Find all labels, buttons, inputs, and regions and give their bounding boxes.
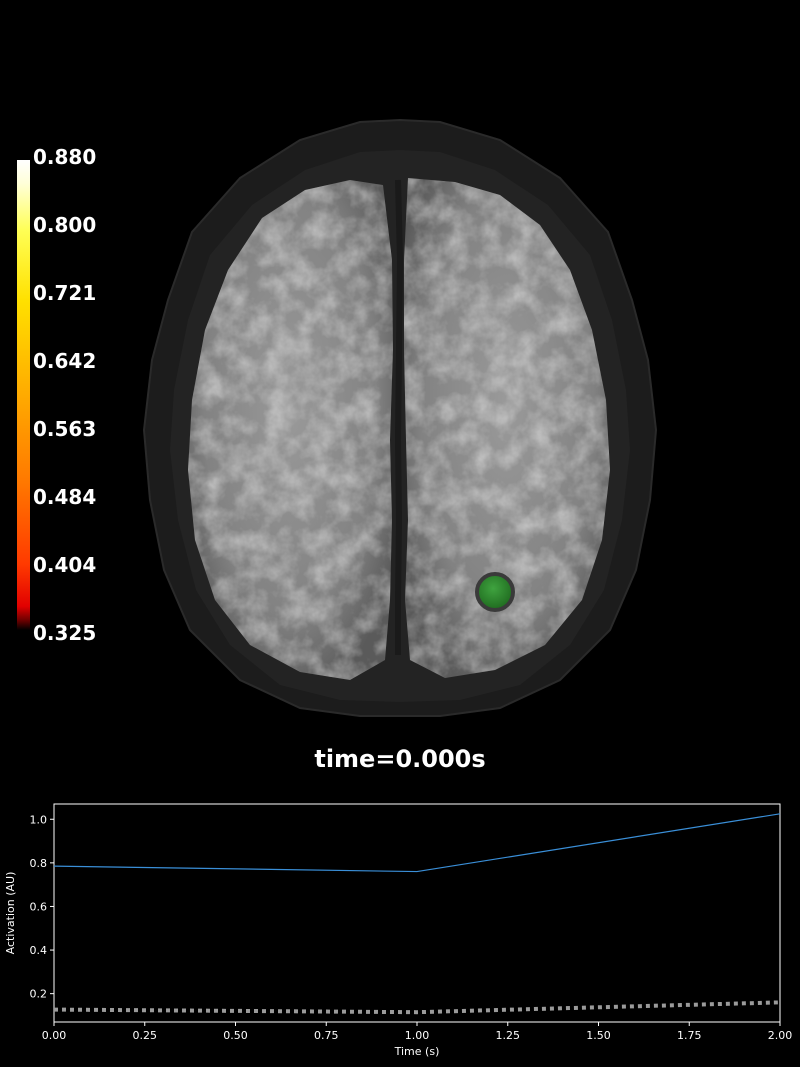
- y-tick-label: 1.0: [30, 813, 48, 826]
- y-axis-label: Activation (AU): [4, 872, 17, 955]
- colorbar-label: 0.880: [33, 145, 97, 169]
- left-hemisphere-texture: [188, 180, 393, 680]
- time-label: time=0.000s: [314, 745, 486, 773]
- x-tick-label: 1.00: [405, 1029, 430, 1042]
- x-tick-label: 1.75: [677, 1029, 702, 1042]
- plot-axes-frame: [53, 803, 781, 1023]
- x-tick-label: 1.25: [496, 1029, 521, 1042]
- x-tick-label: 0.50: [223, 1029, 248, 1042]
- colorbar-label: 0.563: [33, 417, 97, 441]
- x-tick-label: 0.25: [133, 1029, 158, 1042]
- y-tick-label: 0.8: [30, 857, 48, 870]
- colorbar-label: 0.484: [33, 485, 97, 509]
- colorbar-label: 0.325: [33, 621, 97, 645]
- right-hemisphere-texture: [404, 178, 610, 678]
- colorbar-label: 0.800: [33, 213, 97, 237]
- x-tick-label: 2.00: [768, 1029, 793, 1042]
- colorbar-label: 0.721: [33, 281, 97, 305]
- source-marker[interactable]: [475, 572, 515, 612]
- colorbar: [17, 160, 30, 630]
- y-tick-label: 0.2: [30, 988, 48, 1001]
- y-tick-label: 0.6: [30, 900, 48, 913]
- x-tick-label: 0.75: [314, 1029, 339, 1042]
- x-tick-label: 0.00: [42, 1029, 67, 1042]
- colorbar-label: 0.404: [33, 553, 97, 577]
- colorbar-label: 0.642: [33, 349, 97, 373]
- longitudinal-fissure: [394, 179, 404, 655]
- dotted-series-line: [53, 1000, 781, 1015]
- x-tick-label: 1.50: [586, 1029, 611, 1042]
- brain-3d-view[interactable]: [0, 0, 800, 790]
- activation-plot[interactable]: 0.00 0.25 0.50 0.75 1.00 1.25 1.50 1.75 2.00 0.2 0…: [0, 790, 800, 1067]
- x-axis-label: Time (s): [394, 1045, 440, 1058]
- y-tick-label: 0.4: [30, 944, 48, 957]
- activation-series-line: [53, 813, 781, 873]
